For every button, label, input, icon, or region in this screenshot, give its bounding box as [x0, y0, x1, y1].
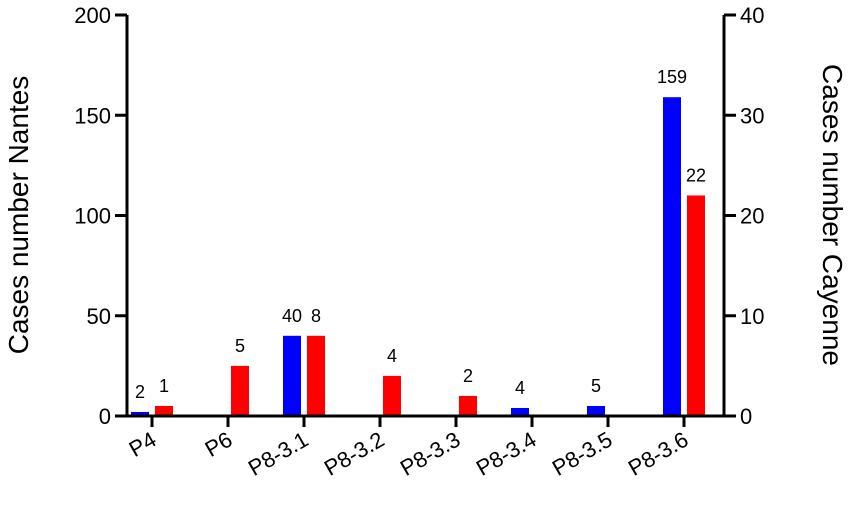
left-tick-label: 50 [87, 304, 111, 329]
x-category-label: P8-3.5 [548, 427, 617, 481]
nantes-bar [587, 405, 605, 416]
x-category-label: P8-3.1 [244, 427, 313, 481]
cayenne-bar [307, 335, 325, 416]
cayenne-bar [231, 365, 249, 416]
right-tick-label: 20 [740, 204, 764, 229]
x-category-label: P8-3.3 [396, 427, 465, 481]
x-category-label: P8-3.2 [320, 427, 389, 481]
nantes-bar [663, 97, 681, 416]
left-tick-label: 100 [74, 204, 111, 229]
cayenne-bar [383, 375, 401, 416]
nantes-bar [283, 335, 301, 416]
left-tick-label: 0 [99, 404, 111, 429]
data-label: 2 [135, 382, 145, 402]
x-ticks: P4 P6 P8-3.1 P8-3.2 P8-3.3 P8-3.4 P8-3.5 P8-3.6 [125, 416, 693, 481]
data-label: 5 [235, 336, 245, 356]
right-tick-label: 0 [740, 404, 752, 429]
x-category-label: P8-3.4 [472, 427, 541, 481]
data-label: 159 [657, 67, 687, 87]
nantes-bar [511, 407, 529, 416]
left-tick-label: 200 [74, 3, 111, 28]
data-label: 22 [686, 165, 706, 185]
x-category-label: P8-3.6 [624, 427, 693, 481]
x-category-label: P6 [201, 427, 237, 462]
data-label: 40 [282, 306, 302, 326]
left-axis-title: Cases number Nantes [3, 76, 34, 355]
right-tick-label: 30 [740, 103, 764, 128]
cayenne-bar [155, 405, 173, 416]
x-category-label: P4 [125, 427, 161, 462]
right-tick-label: 10 [740, 304, 764, 329]
data-label: 4 [515, 378, 525, 398]
data-label: 5 [591, 376, 601, 396]
left-y-ticks: 0 50 100 150 200 [74, 3, 127, 429]
right-y-ticks: 0 10 20 30 40 [724, 3, 764, 429]
data-label: 2 [463, 366, 473, 386]
nantes-bar [131, 411, 149, 416]
axes-layer [125, 15, 726, 418]
right-tick-label: 40 [740, 3, 764, 28]
cayenne-bar [687, 195, 705, 416]
data-label: 4 [387, 346, 397, 366]
data-label: 8 [311, 306, 321, 326]
left-tick-label: 150 [74, 103, 111, 128]
right-axis-title: Cases number Cayenne [817, 64, 848, 366]
data-label: 1 [159, 376, 169, 396]
cayenne-bar [459, 395, 477, 416]
bars-layer [131, 97, 705, 416]
